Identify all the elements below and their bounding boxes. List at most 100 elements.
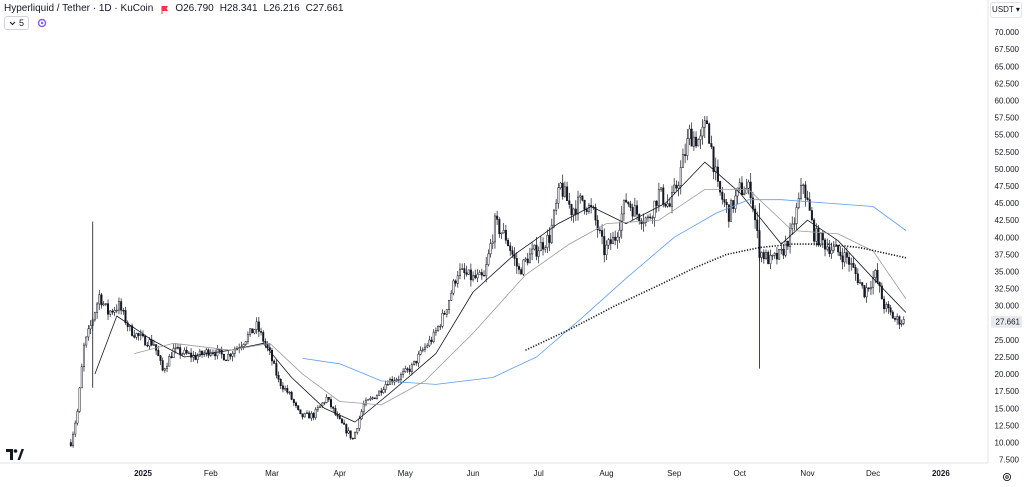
candle-body (220, 349, 223, 355)
candle-body (288, 391, 291, 394)
candle-body (380, 390, 383, 393)
indicator-count: 5 (19, 18, 25, 28)
candle-body (548, 234, 551, 243)
candle-body (364, 399, 367, 405)
candle-body (312, 413, 315, 418)
candle-body (170, 356, 173, 358)
indicators-toggle[interactable]: 5 (4, 16, 30, 30)
candle-body (111, 310, 114, 313)
y-tick-label: 20.000 (995, 370, 1020, 379)
tradingview-logo-icon[interactable] (6, 447, 24, 465)
candle-body (738, 182, 741, 189)
candle-body (524, 258, 527, 261)
candle-body (603, 236, 606, 256)
moving-average-line (94, 161, 907, 423)
candle-body (382, 389, 385, 393)
candle-body (898, 316, 901, 325)
candle-body (570, 204, 573, 216)
candle-body (216, 349, 219, 357)
candle-body (808, 199, 811, 211)
candle-body (638, 214, 641, 222)
candle-body (616, 236, 619, 241)
moving-average-line (134, 189, 907, 406)
candle-body (244, 341, 247, 345)
x-tick-label: May (398, 469, 413, 478)
candle-body (531, 248, 534, 255)
candle-body (574, 208, 577, 215)
candle-body (859, 282, 862, 284)
candle-body (402, 371, 405, 375)
candle-body (126, 322, 129, 327)
candle-body (673, 184, 676, 193)
currency-selector[interactable]: USDT ▾ (990, 2, 1022, 18)
candle-body (443, 313, 446, 315)
candle-body (430, 339, 433, 342)
candle-body (810, 210, 813, 221)
candle-body (780, 248, 783, 251)
symbol-title[interactable]: Hyperliquid / Tether · 1D · KuCoin (4, 3, 154, 14)
candle-body (284, 387, 287, 390)
candle-body (815, 228, 818, 242)
candle-body (542, 242, 545, 250)
candle-body (767, 252, 770, 265)
candle-body (806, 197, 809, 200)
x-tick-label: 2025 (134, 469, 152, 478)
x-tick-label: Jul (534, 469, 544, 478)
candle-body (804, 184, 807, 199)
candle-body (292, 399, 295, 404)
y-tick-label: 32.500 (995, 285, 1020, 294)
candle-body (655, 200, 658, 206)
candle-body (120, 301, 123, 311)
candle-body (345, 424, 348, 434)
candle-body (257, 321, 260, 332)
candle-body (469, 269, 472, 281)
candle-body (277, 375, 280, 380)
candle-body (445, 309, 448, 315)
candle-body (214, 353, 217, 357)
candle-body (369, 398, 372, 400)
candle-body (159, 355, 162, 361)
candle-body (677, 185, 680, 189)
candle-body (190, 352, 193, 358)
candle-body (500, 232, 503, 235)
candle-body (775, 252, 778, 260)
candle-body (196, 355, 199, 360)
flag-icon[interactable] (161, 5, 169, 14)
candle-body (609, 239, 612, 244)
candle-body (386, 384, 389, 386)
candle-body (133, 335, 136, 338)
candle-body (769, 255, 772, 265)
candle-body (102, 303, 105, 306)
x-tick-label: Apr (334, 469, 347, 478)
y-tick-label: 40.000 (995, 233, 1020, 242)
gear-icon[interactable] (1002, 469, 1012, 487)
candle-body (867, 287, 870, 290)
candle-body (688, 128, 691, 139)
candle-body (491, 241, 494, 244)
candle-body (207, 349, 210, 356)
candle-body (566, 186, 569, 201)
candle-body (161, 360, 164, 371)
candle-body (795, 207, 798, 224)
candle-body (743, 192, 746, 195)
candle-body (539, 242, 542, 252)
candle-body (511, 250, 514, 255)
candle-body (749, 181, 752, 199)
candle-body (712, 146, 715, 172)
candle-body (841, 255, 844, 263)
candle-body (834, 245, 837, 247)
candle-body (721, 191, 724, 200)
candle-body (89, 325, 92, 330)
candle-body (710, 143, 713, 148)
candle-body (480, 272, 483, 276)
candle-body (734, 195, 737, 209)
candle-body (131, 325, 134, 336)
candle-body (76, 411, 79, 424)
candle-body (572, 208, 575, 216)
candle-body (295, 402, 298, 406)
indicator-icon[interactable] (37, 18, 47, 28)
candle-body (705, 120, 708, 125)
y-tick-label: 25.000 (995, 336, 1020, 345)
candle-body (117, 301, 120, 311)
